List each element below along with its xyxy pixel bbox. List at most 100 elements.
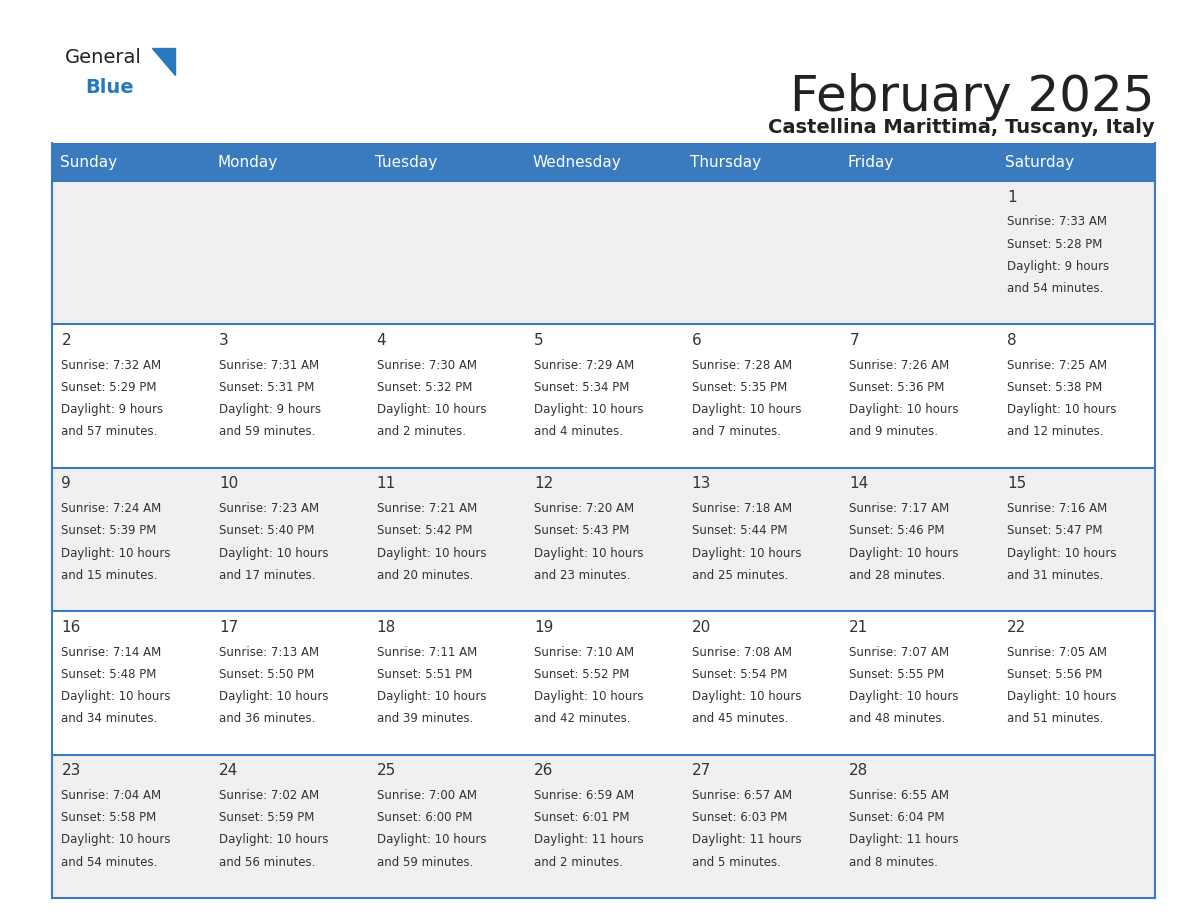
Text: and 4 minutes.: and 4 minutes. bbox=[535, 426, 624, 439]
Text: 8: 8 bbox=[1007, 333, 1017, 348]
Text: and 59 minutes.: and 59 minutes. bbox=[219, 426, 315, 439]
Text: Sunrise: 7:02 AM: Sunrise: 7:02 AM bbox=[219, 789, 320, 802]
Text: Sunrise: 7:08 AM: Sunrise: 7:08 AM bbox=[691, 645, 791, 658]
Text: Sunset: 5:44 PM: Sunset: 5:44 PM bbox=[691, 524, 788, 537]
Text: Sunset: 5:58 PM: Sunset: 5:58 PM bbox=[62, 812, 157, 824]
Text: Castellina Marittima, Tuscany, Italy: Castellina Marittima, Tuscany, Italy bbox=[769, 118, 1155, 137]
Text: Daylight: 10 hours: Daylight: 10 hours bbox=[1007, 690, 1117, 703]
Text: and 48 minutes.: and 48 minutes. bbox=[849, 712, 946, 725]
Text: 22: 22 bbox=[1007, 620, 1026, 635]
Text: Daylight: 9 hours: Daylight: 9 hours bbox=[219, 403, 321, 416]
Text: Sunrise: 7:23 AM: Sunrise: 7:23 AM bbox=[219, 502, 320, 515]
Text: and 51 minutes.: and 51 minutes. bbox=[1007, 712, 1104, 725]
Text: and 17 minutes.: and 17 minutes. bbox=[219, 569, 316, 582]
Text: 13: 13 bbox=[691, 476, 712, 491]
Text: 11: 11 bbox=[377, 476, 396, 491]
Text: and 20 minutes.: and 20 minutes. bbox=[377, 569, 473, 582]
Text: Friday: Friday bbox=[848, 154, 895, 170]
Text: Sunrise: 7:21 AM: Sunrise: 7:21 AM bbox=[377, 502, 476, 515]
Text: Sunrise: 7:18 AM: Sunrise: 7:18 AM bbox=[691, 502, 792, 515]
Text: 26: 26 bbox=[535, 763, 554, 778]
Text: 4: 4 bbox=[377, 333, 386, 348]
Text: 14: 14 bbox=[849, 476, 868, 491]
Text: Sunrise: 7:13 AM: Sunrise: 7:13 AM bbox=[219, 645, 320, 658]
Text: Sunset: 5:36 PM: Sunset: 5:36 PM bbox=[849, 381, 944, 394]
Text: Sunset: 5:56 PM: Sunset: 5:56 PM bbox=[1007, 667, 1102, 681]
Text: and 42 minutes.: and 42 minutes. bbox=[535, 712, 631, 725]
Text: Sunset: 5:52 PM: Sunset: 5:52 PM bbox=[535, 667, 630, 681]
Text: Sunset: 5:59 PM: Sunset: 5:59 PM bbox=[219, 812, 315, 824]
Text: Daylight: 10 hours: Daylight: 10 hours bbox=[377, 403, 486, 416]
Text: Sunset: 5:35 PM: Sunset: 5:35 PM bbox=[691, 381, 786, 394]
Text: Sunrise: 7:20 AM: Sunrise: 7:20 AM bbox=[535, 502, 634, 515]
Text: and 7 minutes.: and 7 minutes. bbox=[691, 426, 781, 439]
Text: Sunset: 5:32 PM: Sunset: 5:32 PM bbox=[377, 381, 472, 394]
Text: 12: 12 bbox=[535, 476, 554, 491]
Text: Sunset: 6:03 PM: Sunset: 6:03 PM bbox=[691, 812, 788, 824]
Text: 9: 9 bbox=[62, 476, 71, 491]
Text: 28: 28 bbox=[849, 763, 868, 778]
Text: and 9 minutes.: and 9 minutes. bbox=[849, 426, 939, 439]
Text: 15: 15 bbox=[1007, 476, 1026, 491]
Text: 3: 3 bbox=[219, 333, 229, 348]
Text: February 2025: February 2025 bbox=[790, 73, 1155, 121]
Text: Sunset: 5:47 PM: Sunset: 5:47 PM bbox=[1007, 524, 1102, 537]
Text: and 54 minutes.: and 54 minutes. bbox=[1007, 282, 1104, 295]
Text: 2: 2 bbox=[62, 333, 71, 348]
Text: Sunrise: 7:07 AM: Sunrise: 7:07 AM bbox=[849, 645, 949, 658]
Text: Daylight: 10 hours: Daylight: 10 hours bbox=[535, 403, 644, 416]
Text: 24: 24 bbox=[219, 763, 239, 778]
Text: Sunset: 6:01 PM: Sunset: 6:01 PM bbox=[535, 812, 630, 824]
Text: and 59 minutes.: and 59 minutes. bbox=[377, 856, 473, 868]
Text: Sunset: 6:04 PM: Sunset: 6:04 PM bbox=[849, 812, 944, 824]
Text: Sunrise: 7:17 AM: Sunrise: 7:17 AM bbox=[849, 502, 949, 515]
Text: Daylight: 10 hours: Daylight: 10 hours bbox=[62, 690, 171, 703]
Text: Sunrise: 6:55 AM: Sunrise: 6:55 AM bbox=[849, 789, 949, 802]
Text: and 56 minutes.: and 56 minutes. bbox=[219, 856, 315, 868]
Text: Sunset: 5:48 PM: Sunset: 5:48 PM bbox=[62, 667, 157, 681]
Text: 16: 16 bbox=[62, 620, 81, 635]
Text: 19: 19 bbox=[535, 620, 554, 635]
Text: and 28 minutes.: and 28 minutes. bbox=[849, 569, 946, 582]
Text: Sunset: 5:40 PM: Sunset: 5:40 PM bbox=[219, 524, 315, 537]
Bar bbox=[52, 611, 1155, 755]
Text: Sunrise: 7:26 AM: Sunrise: 7:26 AM bbox=[849, 359, 949, 372]
Text: Daylight: 11 hours: Daylight: 11 hours bbox=[691, 834, 802, 846]
Text: Daylight: 10 hours: Daylight: 10 hours bbox=[535, 690, 644, 703]
Text: Sunset: 5:51 PM: Sunset: 5:51 PM bbox=[377, 667, 472, 681]
Text: and 45 minutes.: and 45 minutes. bbox=[691, 712, 788, 725]
Text: Blue: Blue bbox=[86, 78, 133, 97]
Text: Sunrise: 7:28 AM: Sunrise: 7:28 AM bbox=[691, 359, 792, 372]
Text: Sunset: 6:00 PM: Sunset: 6:00 PM bbox=[377, 812, 472, 824]
Text: Sunset: 5:46 PM: Sunset: 5:46 PM bbox=[849, 524, 944, 537]
Text: Daylight: 10 hours: Daylight: 10 hours bbox=[219, 690, 329, 703]
Text: Sunset: 5:55 PM: Sunset: 5:55 PM bbox=[849, 667, 944, 681]
Text: and 39 minutes.: and 39 minutes. bbox=[377, 712, 473, 725]
Text: Sunrise: 7:32 AM: Sunrise: 7:32 AM bbox=[62, 359, 162, 372]
Text: Daylight: 10 hours: Daylight: 10 hours bbox=[691, 403, 801, 416]
Text: and 15 minutes.: and 15 minutes. bbox=[62, 569, 158, 582]
Text: Daylight: 10 hours: Daylight: 10 hours bbox=[377, 834, 486, 846]
Text: Sunrise: 6:57 AM: Sunrise: 6:57 AM bbox=[691, 789, 792, 802]
Text: 21: 21 bbox=[849, 620, 868, 635]
Text: 25: 25 bbox=[377, 763, 396, 778]
Text: and 36 minutes.: and 36 minutes. bbox=[219, 712, 315, 725]
Text: 23: 23 bbox=[62, 763, 81, 778]
Text: and 25 minutes.: and 25 minutes. bbox=[691, 569, 788, 582]
Text: Sunset: 5:54 PM: Sunset: 5:54 PM bbox=[691, 667, 788, 681]
Text: Sunday: Sunday bbox=[59, 154, 116, 170]
Text: Sunrise: 7:04 AM: Sunrise: 7:04 AM bbox=[62, 789, 162, 802]
Text: Sunrise: 7:00 AM: Sunrise: 7:00 AM bbox=[377, 789, 476, 802]
Text: Daylight: 10 hours: Daylight: 10 hours bbox=[377, 547, 486, 560]
Text: Wednesday: Wednesday bbox=[532, 154, 621, 170]
Text: and 34 minutes.: and 34 minutes. bbox=[62, 712, 158, 725]
Bar bbox=[52, 324, 1155, 468]
Text: Sunrise: 7:16 AM: Sunrise: 7:16 AM bbox=[1007, 502, 1107, 515]
Text: Sunset: 5:31 PM: Sunset: 5:31 PM bbox=[219, 381, 315, 394]
Text: 17: 17 bbox=[219, 620, 239, 635]
Text: Daylight: 10 hours: Daylight: 10 hours bbox=[535, 547, 644, 560]
Text: Sunset: 5:38 PM: Sunset: 5:38 PM bbox=[1007, 381, 1102, 394]
Text: Sunrise: 7:31 AM: Sunrise: 7:31 AM bbox=[219, 359, 320, 372]
Text: Daylight: 9 hours: Daylight: 9 hours bbox=[1007, 260, 1110, 273]
Bar bbox=[52, 755, 1155, 898]
